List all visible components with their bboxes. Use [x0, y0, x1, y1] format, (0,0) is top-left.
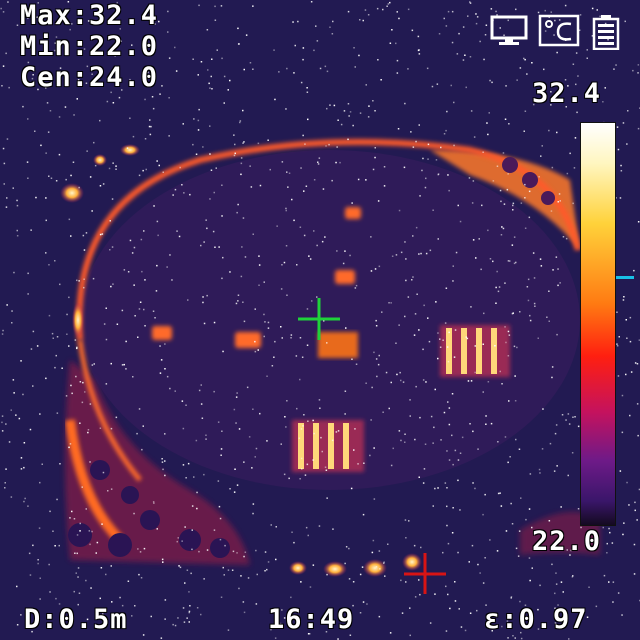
left-hotspots	[60, 144, 140, 338]
center-chip	[318, 332, 358, 358]
monitor-icon[interactable]	[490, 14, 530, 46]
center-crosshair-icon	[298, 298, 340, 340]
max-temperature-readout: Max:32.4	[20, 0, 159, 31]
frame-right-upper	[430, 150, 580, 250]
emissivity-readout: ε:0.97	[484, 604, 588, 635]
plate-holes	[502, 157, 555, 205]
frame-left-lower	[65, 360, 250, 565]
frame-holes	[68, 460, 230, 558]
scale-min-label: 22.0	[532, 526, 602, 557]
scale-max-label: 32.4	[532, 78, 602, 109]
battery-icon	[592, 15, 620, 50]
stripe-array-lower	[292, 420, 364, 472]
stripe-array-right	[440, 325, 510, 377]
components	[152, 207, 361, 348]
bottom-hotspots	[289, 553, 422, 577]
distance-readout: D:0.5m	[24, 604, 128, 635]
min-temperature-readout: Min:22.0	[20, 31, 159, 62]
color-scale-bar	[580, 122, 616, 526]
scale-marker	[616, 275, 634, 279]
clock-readout: 16:49	[268, 604, 355, 635]
celsius-unit-icon[interactable]	[538, 14, 582, 48]
center-temperature-readout: Cen:24.0	[20, 62, 159, 93]
hotspot-crosshair-icon	[404, 553, 446, 594]
